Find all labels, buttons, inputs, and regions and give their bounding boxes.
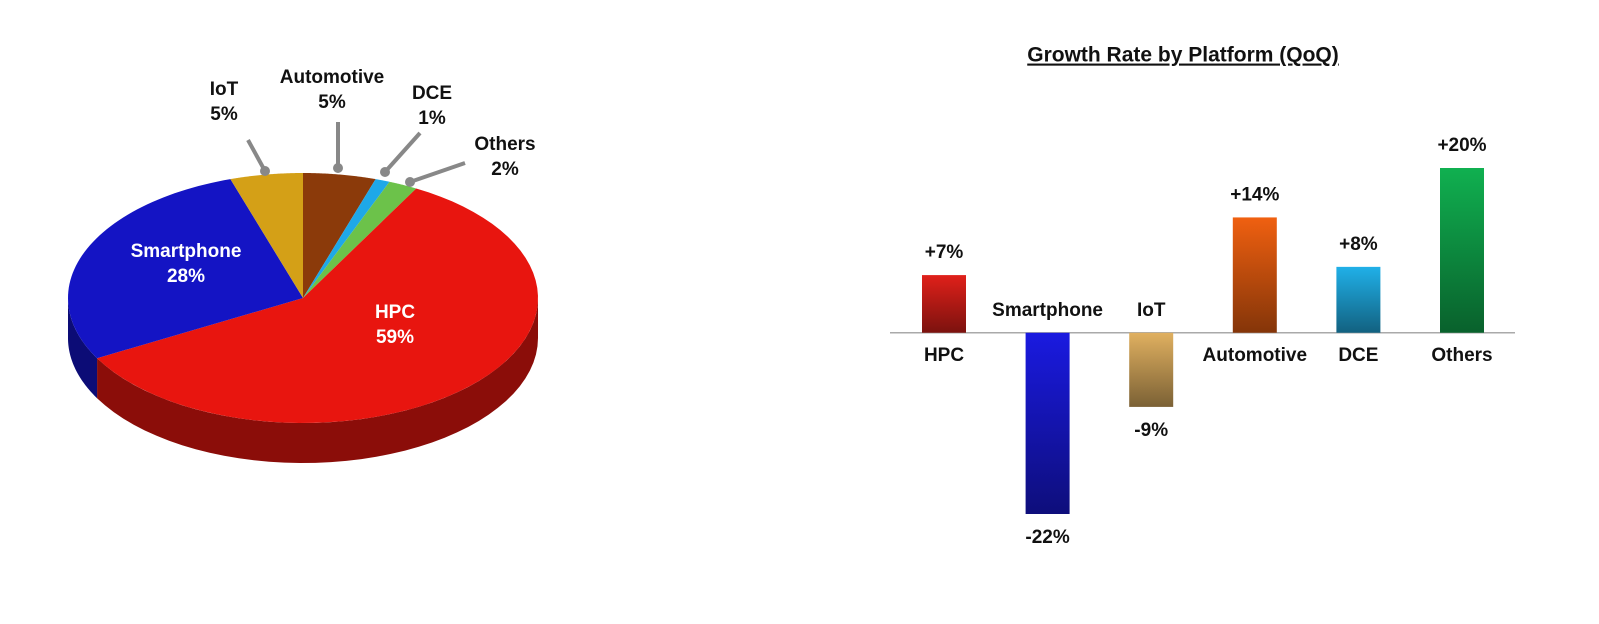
slice-value: 5% bbox=[318, 92, 346, 113]
slice-label: Automotive bbox=[280, 67, 385, 88]
value-label: +20% bbox=[1437, 135, 1486, 156]
bar bbox=[1025, 332, 1070, 514]
slice-label: DCE bbox=[412, 83, 452, 104]
chart-title: Growth Rate by Platform (QoQ) bbox=[1027, 44, 1339, 67]
value-label: +7% bbox=[925, 242, 964, 263]
pie-slice bbox=[303, 179, 390, 298]
slice-label: Others bbox=[474, 134, 535, 155]
pie-side bbox=[97, 298, 538, 463]
category-label: HPC bbox=[924, 345, 964, 366]
leader-dot bbox=[380, 167, 390, 177]
category-label: Automotive bbox=[1203, 345, 1308, 366]
leader-line bbox=[246, 139, 267, 172]
bar bbox=[922, 275, 966, 333]
leader-dot bbox=[405, 177, 415, 187]
leader-dot bbox=[260, 166, 270, 176]
bar bbox=[1232, 217, 1277, 333]
leader-line bbox=[383, 131, 422, 174]
slice-value: 2% bbox=[491, 159, 519, 180]
slice-value: 5% bbox=[210, 104, 238, 125]
category-label: Smartphone bbox=[992, 300, 1103, 321]
pie-slice bbox=[303, 173, 376, 298]
pie-slice bbox=[68, 179, 303, 359]
slice-value: 1% bbox=[418, 108, 446, 129]
pie-side bbox=[68, 298, 98, 399]
value-label: -22% bbox=[1025, 527, 1069, 548]
category-label: DCE bbox=[1338, 345, 1378, 366]
bar bbox=[1440, 168, 1484, 333]
slice-value: 59% bbox=[376, 327, 414, 348]
value-label: -9% bbox=[1134, 420, 1168, 441]
leader-line bbox=[409, 161, 466, 184]
pie-slice bbox=[230, 173, 303, 298]
slice-label: HPC bbox=[375, 302, 415, 323]
bar bbox=[1129, 332, 1174, 407]
slice-label: IoT bbox=[210, 79, 239, 100]
pie-slice bbox=[97, 188, 538, 423]
leader-dot bbox=[333, 163, 343, 173]
category-label: IoT bbox=[1137, 300, 1166, 321]
category-label: Others bbox=[1431, 345, 1492, 366]
slice-value: 28% bbox=[167, 266, 205, 287]
value-label: +8% bbox=[1339, 234, 1378, 255]
pie-slice bbox=[303, 181, 417, 298]
value-label: +14% bbox=[1230, 184, 1279, 205]
slice-label: Smartphone bbox=[131, 241, 242, 262]
bar bbox=[1336, 266, 1381, 333]
